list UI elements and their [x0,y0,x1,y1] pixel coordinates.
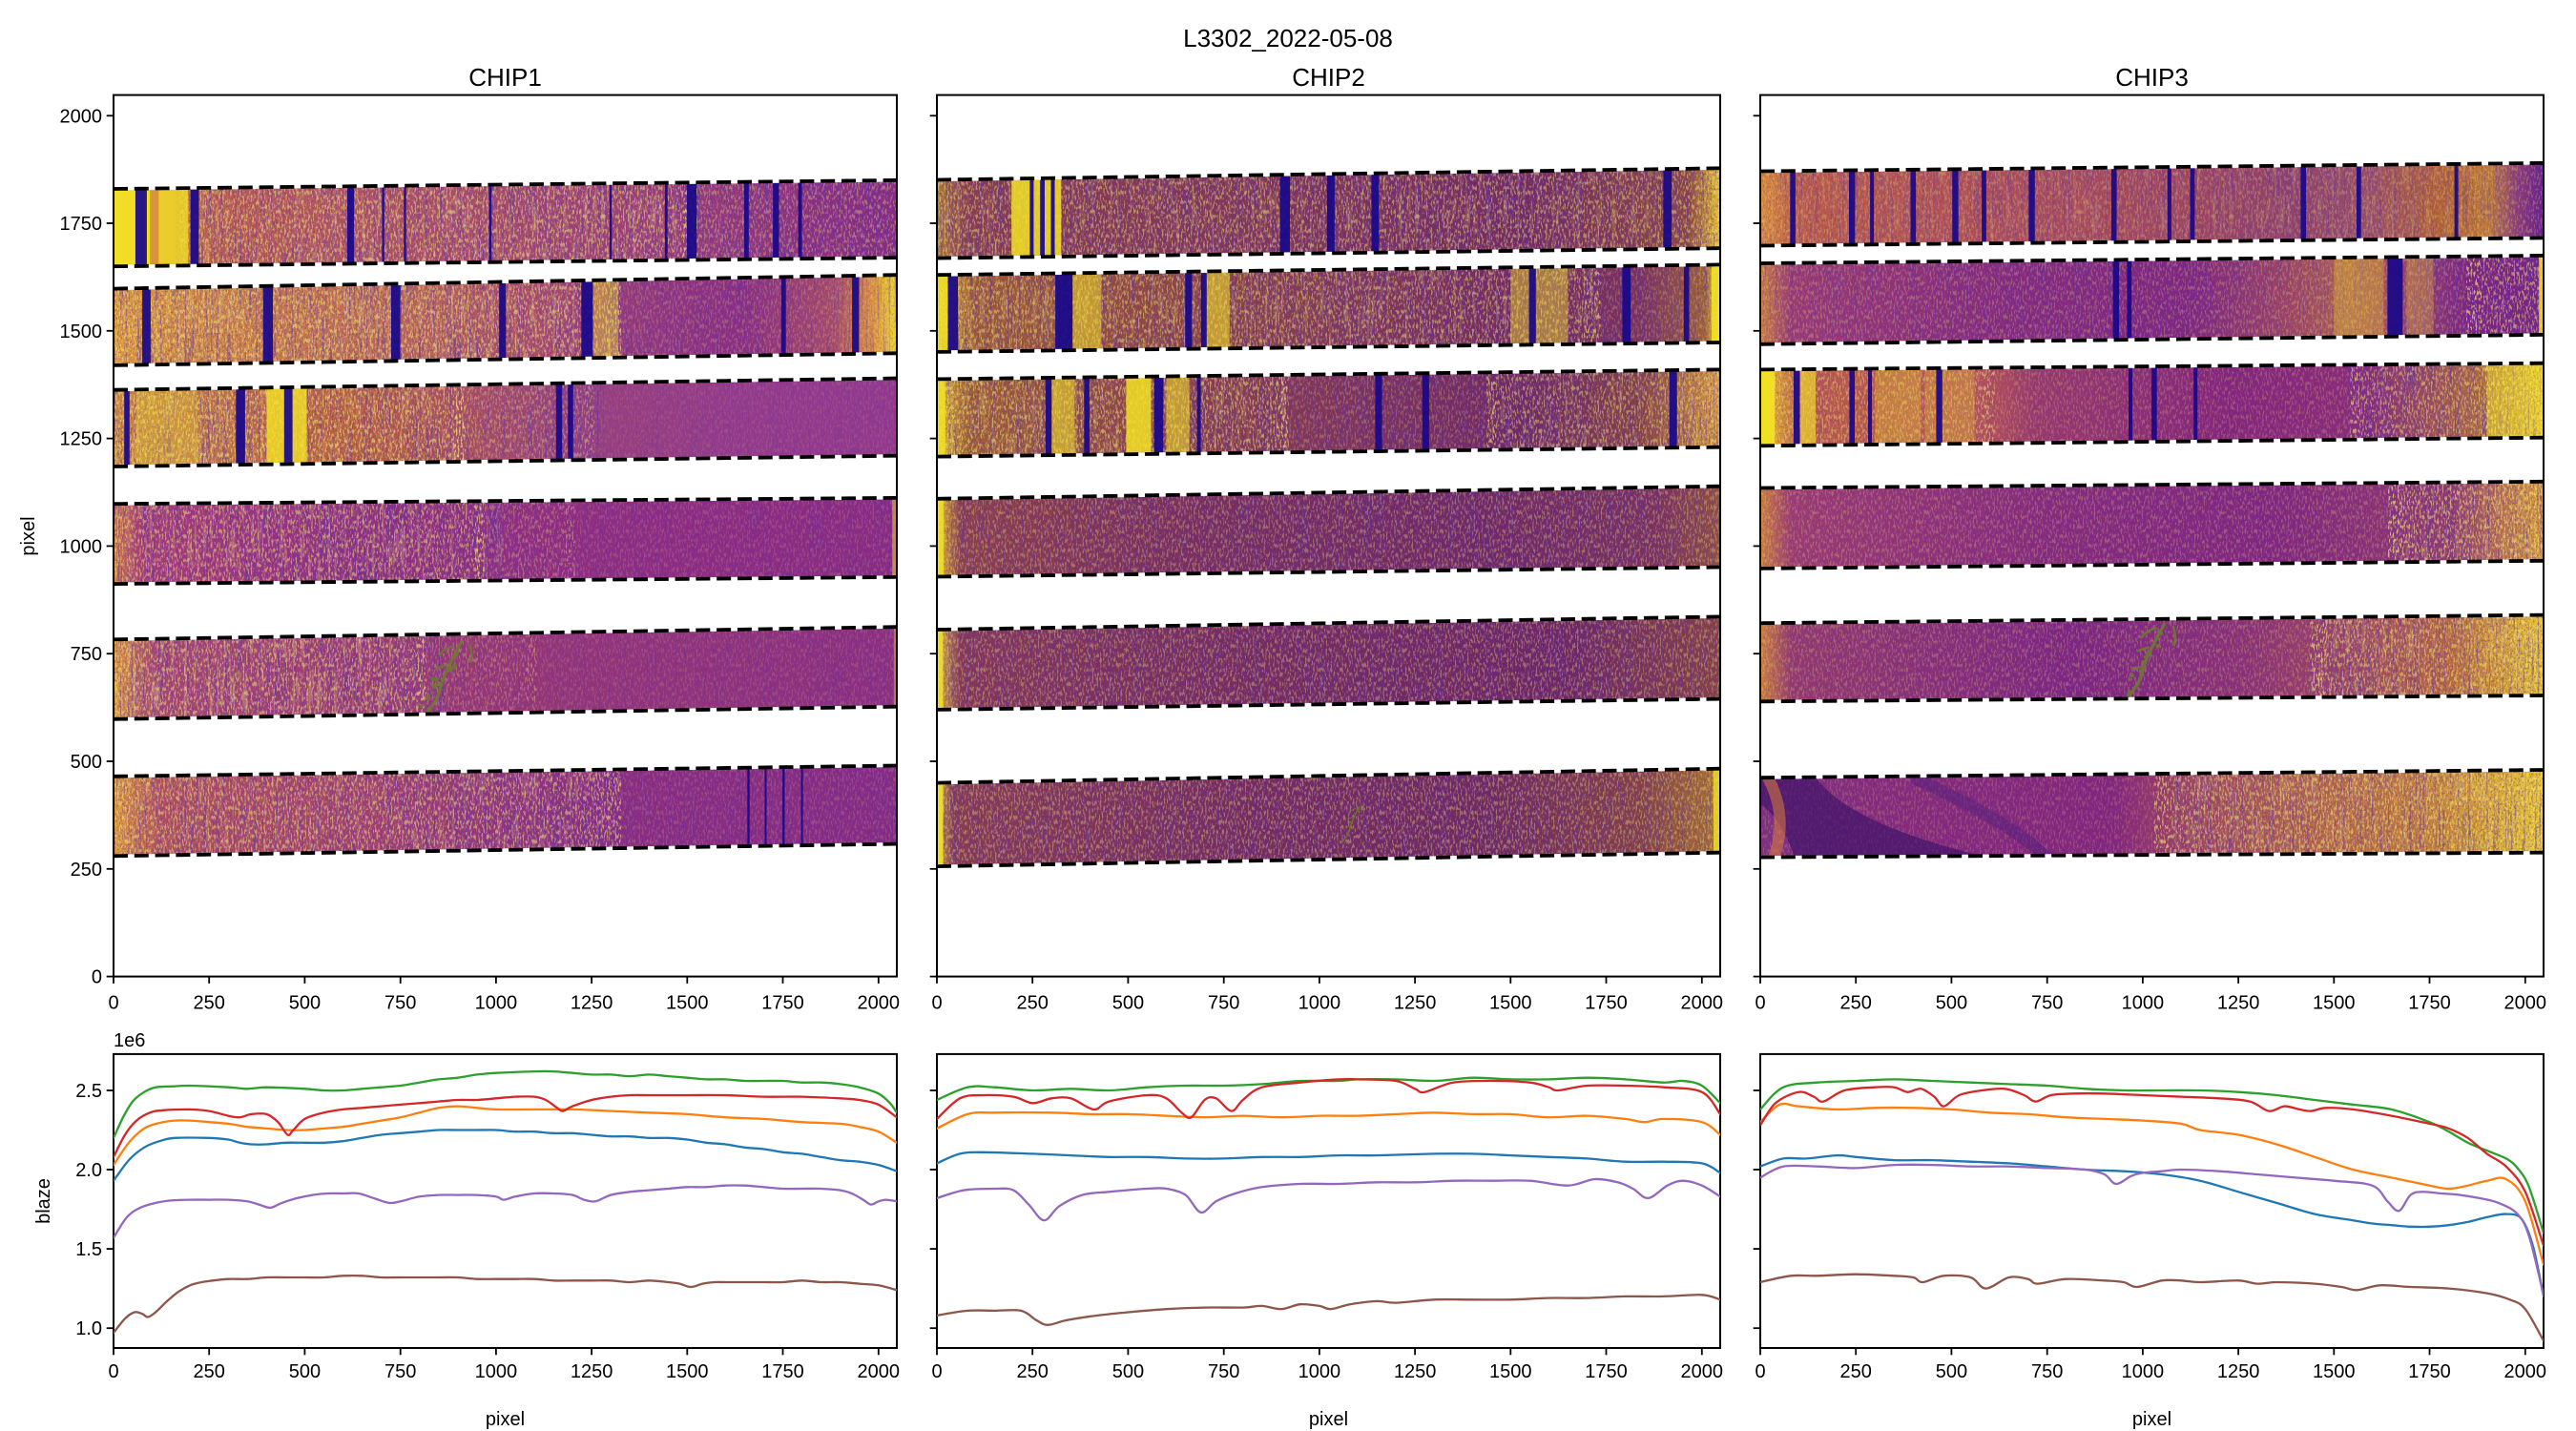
svg-text:500: 500 [71,752,102,773]
svg-text:250: 250 [1017,1361,1049,1382]
svg-text:pixel: pixel [18,516,39,555]
svg-text:CHIP1: CHIP1 [468,63,542,92]
svg-text:750: 750 [384,993,416,1014]
svg-text:pixel: pixel [2132,1409,2171,1430]
svg-text:1500: 1500 [1489,1361,1532,1382]
svg-text:250: 250 [1840,1361,1872,1382]
svg-text:1000: 1000 [1298,1361,1341,1382]
svg-text:pixel: pixel [1309,1409,1348,1430]
svg-text:500: 500 [1936,993,1967,1014]
svg-text:500: 500 [1112,993,1144,1014]
svg-text:500: 500 [1112,1361,1144,1382]
svg-text:1750: 1750 [2408,1361,2451,1382]
svg-text:1500: 1500 [666,993,709,1014]
svg-text:2.0: 2.0 [75,1160,102,1181]
svg-text:1e6: 1e6 [114,1030,145,1051]
svg-text:750: 750 [384,1361,416,1382]
svg-text:0: 0 [92,967,102,988]
svg-text:1.5: 1.5 [75,1239,102,1260]
svg-text:1750: 1750 [1585,1361,1628,1382]
svg-text:0: 0 [108,1361,118,1382]
svg-text:1500: 1500 [2313,993,2356,1014]
svg-text:blaze: blaze [33,1178,54,1224]
svg-text:pixel: pixel [486,1409,525,1430]
svg-text:1250: 1250 [2217,993,2260,1014]
svg-text:750: 750 [2031,1361,2063,1382]
svg-text:1.0: 1.0 [75,1318,102,1339]
svg-text:250: 250 [194,1361,225,1382]
svg-text:1500: 1500 [60,321,103,342]
svg-text:500: 500 [289,1361,321,1382]
svg-text:1000: 1000 [475,993,518,1014]
svg-text:750: 750 [2031,993,2063,1014]
svg-text:250: 250 [71,860,102,881]
svg-text:750: 750 [1208,993,1239,1014]
svg-text:2000: 2000 [858,1361,901,1382]
svg-text:0: 0 [108,993,118,1014]
svg-text:1000: 1000 [2122,993,2165,1014]
svg-text:1250: 1250 [1394,1361,1437,1382]
svg-text:1750: 1750 [60,214,103,235]
svg-text:250: 250 [194,993,225,1014]
svg-text:250: 250 [1017,993,1049,1014]
svg-text:2000: 2000 [2504,1361,2547,1382]
svg-text:0: 0 [1755,993,1765,1014]
svg-text:2000: 2000 [60,106,103,127]
svg-text:500: 500 [1936,1361,1967,1382]
svg-text:750: 750 [1208,1361,1239,1382]
svg-text:1500: 1500 [2313,1361,2356,1382]
svg-text:2000: 2000 [2504,993,2547,1014]
svg-text:1750: 1750 [761,1361,804,1382]
svg-text:1250: 1250 [571,1361,613,1382]
svg-text:1000: 1000 [1298,993,1341,1014]
svg-text:CHIP2: CHIP2 [1292,63,1365,92]
svg-text:2.5: 2.5 [75,1081,102,1102]
svg-text:L3302_2022-05-08: L3302_2022-05-08 [1183,24,1393,52]
svg-text:0: 0 [1755,1361,1765,1382]
svg-text:1000: 1000 [2122,1361,2165,1382]
svg-text:1250: 1250 [2217,1361,2260,1382]
svg-text:2000: 2000 [1681,993,1724,1014]
svg-text:0: 0 [931,993,942,1014]
svg-text:2000: 2000 [1681,1361,1724,1382]
svg-text:1000: 1000 [60,536,103,557]
svg-text:1500: 1500 [1489,993,1532,1014]
svg-text:1250: 1250 [571,993,613,1014]
svg-text:1750: 1750 [761,993,804,1014]
svg-text:250: 250 [1840,993,1872,1014]
svg-text:2000: 2000 [858,993,901,1014]
svg-text:1000: 1000 [475,1361,518,1382]
svg-text:1500: 1500 [666,1361,709,1382]
svg-text:1750: 1750 [2408,993,2451,1014]
svg-text:CHIP3: CHIP3 [2115,63,2189,92]
svg-text:1750: 1750 [1585,993,1628,1014]
svg-text:0: 0 [931,1361,942,1382]
svg-text:1250: 1250 [1394,993,1437,1014]
svg-text:500: 500 [289,993,321,1014]
svg-text:750: 750 [71,644,102,665]
svg-text:1250: 1250 [60,429,103,450]
